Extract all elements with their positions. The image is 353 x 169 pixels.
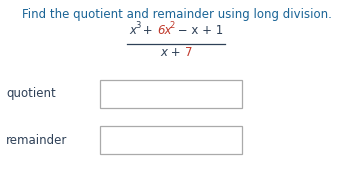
Text: 2: 2 [170, 21, 175, 30]
Text: remainder: remainder [6, 134, 67, 147]
Text: x +: x + [161, 46, 185, 59]
Text: − x + 1: − x + 1 [174, 24, 223, 37]
Text: quotient: quotient [6, 88, 56, 101]
Text: x: x [129, 24, 136, 37]
FancyBboxPatch shape [100, 126, 242, 154]
Text: 7: 7 [185, 46, 193, 59]
Text: 6x: 6x [157, 24, 172, 37]
Text: 3: 3 [135, 21, 140, 30]
Text: Find the quotient and remainder using long division.: Find the quotient and remainder using lo… [22, 8, 331, 21]
Text: +: + [139, 24, 156, 37]
FancyBboxPatch shape [100, 80, 242, 108]
